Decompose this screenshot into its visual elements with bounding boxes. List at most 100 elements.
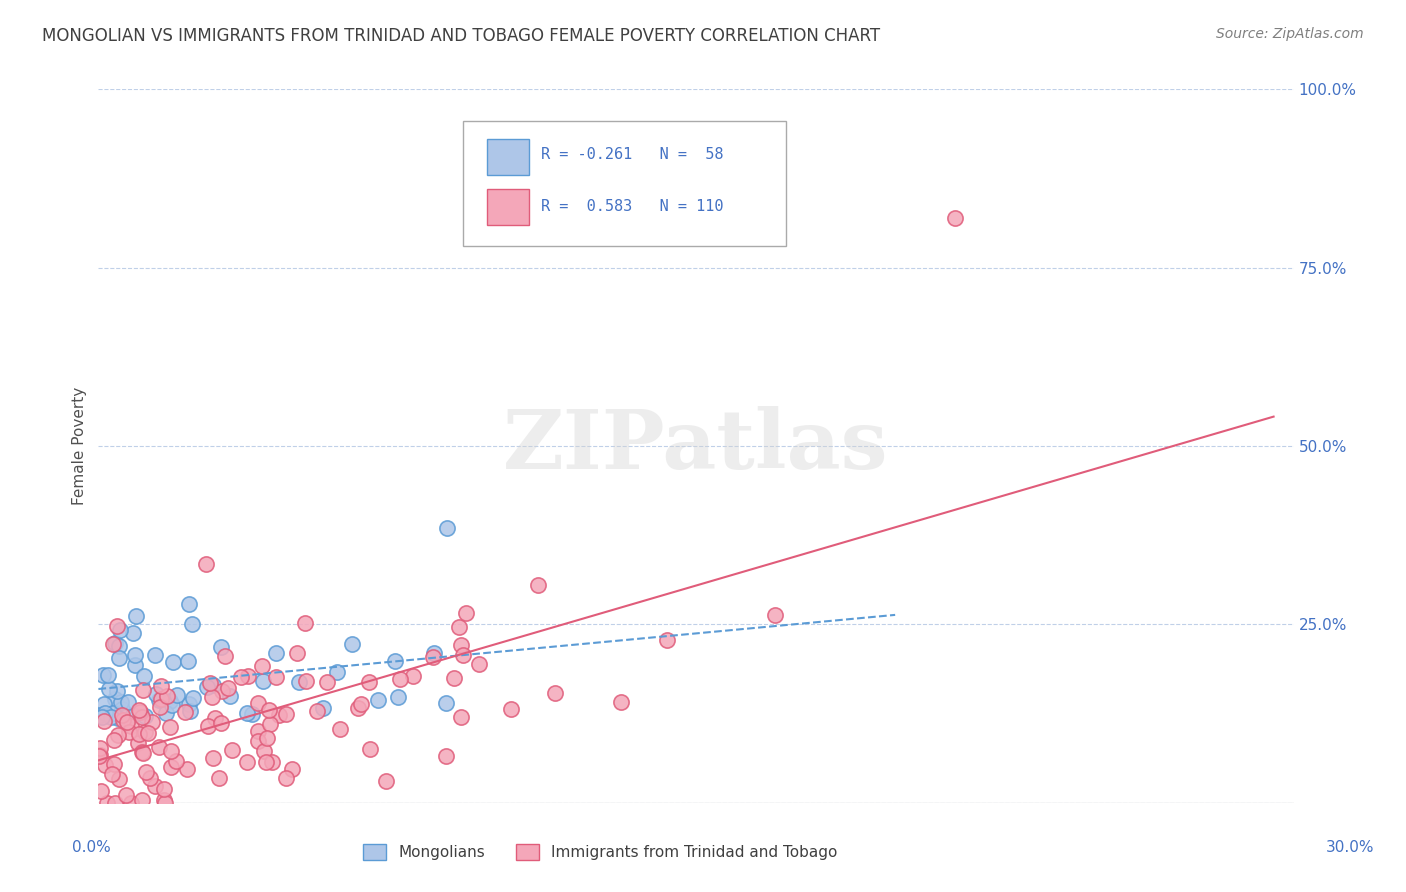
Immigrants from Trinidad and Tobago — [101, 767, 124, 781]
Immigrants from Trinidad and Tobago — [443, 671, 465, 685]
Immigrants from Trinidad and Tobago — [217, 681, 239, 696]
Immigrants from Trinidad and Tobago — [149, 699, 172, 714]
Immigrants from Trinidad and Tobago — [103, 733, 125, 747]
Immigrants from Trinidad and Tobago — [111, 707, 134, 722]
Immigrants from Trinidad and Tobago — [250, 658, 273, 673]
Mongolians — [105, 684, 128, 698]
Immigrants from Trinidad and Tobago — [89, 749, 111, 764]
Immigrants from Trinidad and Tobago — [118, 724, 141, 739]
Mongolians — [160, 698, 183, 713]
Immigrants from Trinidad and Tobago — [214, 648, 236, 663]
Mongolians — [89, 708, 111, 723]
Text: MONGOLIAN VS IMMIGRANTS FROM TRINIDAD AND TOBAGO FEMALE POVERTY CORRELATION CHAR: MONGOLIAN VS IMMIGRANTS FROM TRINIDAD AN… — [42, 27, 880, 45]
Immigrants from Trinidad and Tobago — [267, 707, 290, 722]
Immigrants from Trinidad and Tobago — [281, 762, 304, 776]
Immigrants from Trinidad and Tobago — [131, 746, 153, 760]
Text: 0.0%: 0.0% — [72, 840, 111, 855]
Immigrants from Trinidad and Tobago — [159, 720, 181, 734]
Mongolians — [121, 707, 143, 722]
Immigrants from Trinidad and Tobago — [115, 788, 138, 802]
FancyBboxPatch shape — [486, 189, 529, 225]
Immigrants from Trinidad and Tobago — [543, 686, 565, 700]
Immigrants from Trinidad and Tobago — [89, 748, 111, 763]
Immigrants from Trinidad and Tobago — [173, 705, 195, 719]
Immigrants from Trinidad and Tobago — [295, 673, 318, 688]
Mongolians — [124, 609, 146, 624]
Mongolians — [121, 626, 143, 640]
Immigrants from Trinidad and Tobago — [131, 746, 153, 760]
Immigrants from Trinidad and Tobago — [201, 751, 224, 765]
Text: R = -0.261   N =  58: R = -0.261 N = 58 — [541, 147, 723, 162]
Immigrants from Trinidad and Tobago — [131, 683, 153, 698]
Mongolians — [434, 696, 457, 710]
Mongolians — [179, 704, 201, 718]
Immigrants from Trinidad and Tobago — [127, 735, 149, 749]
Mongolians — [100, 710, 122, 724]
Immigrants from Trinidad and Tobago — [103, 637, 125, 651]
Mongolians — [423, 646, 446, 660]
Immigrants from Trinidad and Tobago — [165, 755, 187, 769]
Mongolians — [326, 665, 349, 679]
Immigrants from Trinidad and Tobago — [943, 211, 966, 225]
Immigrants from Trinidad and Tobago — [211, 684, 233, 698]
Immigrants from Trinidad and Tobago — [274, 707, 297, 722]
Immigrants from Trinidad and Tobago — [160, 760, 183, 774]
Text: 30.0%: 30.0% — [1326, 840, 1374, 855]
Mongolians — [202, 678, 225, 692]
Immigrants from Trinidad and Tobago — [468, 657, 491, 671]
Mongolians — [107, 639, 129, 653]
Mongolians — [124, 658, 146, 673]
Mongolians — [124, 648, 146, 662]
Mongolians — [180, 616, 202, 631]
Immigrants from Trinidad and Tobago — [350, 697, 373, 711]
Mongolians — [132, 669, 155, 683]
Immigrants from Trinidad and Tobago — [451, 648, 474, 663]
Immigrants from Trinidad and Tobago — [131, 793, 153, 807]
Immigrants from Trinidad and Tobago — [176, 762, 198, 776]
Immigrants from Trinidad and Tobago — [307, 704, 329, 718]
Immigrants from Trinidad and Tobago — [153, 782, 176, 797]
Y-axis label: Female Poverty: Female Poverty — [72, 387, 87, 505]
Mongolians — [90, 710, 112, 724]
Immigrants from Trinidad and Tobago — [96, 796, 118, 810]
Immigrants from Trinidad and Tobago — [527, 578, 550, 592]
Immigrants from Trinidad and Tobago — [107, 728, 129, 742]
Immigrants from Trinidad and Tobago — [112, 713, 135, 727]
Immigrants from Trinidad and Tobago — [359, 674, 381, 689]
Immigrants from Trinidad and Tobago — [104, 796, 127, 810]
Mongolians — [97, 668, 120, 682]
Immigrants from Trinidad and Tobago — [207, 772, 229, 786]
Mongolians — [384, 654, 406, 668]
Immigrants from Trinidad and Tobago — [94, 757, 117, 772]
Immigrants from Trinidad and Tobago — [316, 675, 339, 690]
Immigrants from Trinidad and Tobago — [246, 723, 269, 738]
Mongolians — [110, 695, 132, 709]
Mongolians — [143, 648, 166, 662]
Immigrants from Trinidad and Tobago — [422, 649, 444, 664]
Text: R =  0.583   N = 110: R = 0.583 N = 110 — [541, 200, 723, 214]
Mongolians — [287, 675, 309, 690]
Immigrants from Trinidad and Tobago — [128, 703, 150, 717]
Immigrants from Trinidad and Tobago — [388, 672, 411, 686]
Mongolians — [179, 597, 201, 611]
Immigrants from Trinidad and Tobago — [93, 714, 115, 728]
Immigrants from Trinidad and Tobago — [401, 669, 423, 683]
Mongolians — [93, 698, 115, 712]
Immigrants from Trinidad and Tobago — [449, 620, 471, 634]
Immigrants from Trinidad and Tobago — [450, 638, 472, 652]
Immigrants from Trinidad and Tobago — [254, 755, 277, 769]
Immigrants from Trinidad and Tobago — [148, 740, 170, 755]
Mongolians — [195, 680, 218, 694]
Text: Source: ZipAtlas.com: Source: ZipAtlas.com — [1216, 27, 1364, 41]
Mongolians — [162, 655, 184, 669]
Immigrants from Trinidad and Tobago — [201, 690, 224, 705]
Immigrants from Trinidad and Tobago — [236, 755, 259, 769]
Mongolians — [94, 706, 117, 720]
Immigrants from Trinidad and Tobago — [89, 741, 111, 756]
Mongolians — [177, 654, 200, 668]
Immigrants from Trinidad and Tobago — [107, 772, 129, 786]
Immigrants from Trinidad and Tobago — [264, 670, 287, 684]
Immigrants from Trinidad and Tobago — [105, 619, 128, 633]
Immigrants from Trinidad and Tobago — [252, 744, 274, 758]
Mongolians — [159, 694, 181, 708]
